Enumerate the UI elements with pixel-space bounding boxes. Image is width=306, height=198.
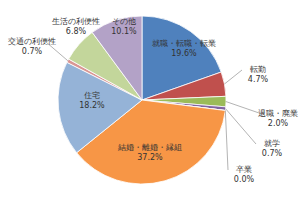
pie [58, 16, 226, 184]
category-label: 交通の利便性 [8, 37, 56, 46]
slice [142, 72, 226, 100]
leader-line [226, 102, 262, 114]
category-label: 結婚・離婚・縁組 [117, 143, 182, 152]
value-label: 19.6% [171, 49, 197, 58]
value-label: 2.0% [268, 119, 289, 128]
data-label: 就学0.7% [262, 139, 283, 158]
category-label: 住宅 [84, 91, 100, 100]
category-label: 卒業 [236, 165, 252, 174]
category-label: その他 [112, 17, 136, 26]
data-label: 結婚・離婚・縁組37.2% [117, 143, 182, 162]
chart: 就職・転職・転業19.6%転勤4.7%退職・廃業2.0%就学0.7%卒業0.0%… [0, 0, 306, 198]
category-label: 就学 [264, 139, 280, 148]
value-label: 4.7% [248, 75, 269, 84]
data-label: 交通の利便性0.7% [8, 37, 56, 56]
leader-line [224, 70, 242, 84]
data-label: 転勤4.7% [248, 65, 269, 84]
data-label: その他10.1% [111, 17, 137, 36]
value-label: 6.8% [66, 27, 87, 36]
leader-line [225, 111, 228, 170]
slice [92, 16, 142, 100]
leader-line [226, 109, 256, 144]
category-label: 生活の利便性 [52, 17, 100, 26]
value-label: 37.2% [137, 153, 163, 162]
category-label: 転勤 [250, 65, 266, 74]
data-label: 住宅18.2% [79, 91, 105, 110]
value-label: 0.7% [262, 149, 283, 158]
value-label: 0.0% [234, 175, 255, 184]
data-label: 就職・転職・転業19.6% [152, 39, 216, 58]
data-label: 退職・廃業2.0% [258, 109, 298, 128]
category-label: 就職・転職・転業 [152, 39, 216, 48]
data-label: 生活の利便性6.8% [52, 17, 100, 36]
data-label: 卒業0.0% [234, 165, 255, 184]
category-label: 退職・廃業 [258, 109, 298, 118]
value-label: 0.7% [22, 47, 43, 56]
value-label: 10.1% [111, 27, 137, 36]
labels: 就職・転職・転業19.6%転勤4.7%退職・廃業2.0%就学0.7%卒業0.0%… [8, 17, 298, 184]
value-label: 18.2% [79, 101, 105, 110]
